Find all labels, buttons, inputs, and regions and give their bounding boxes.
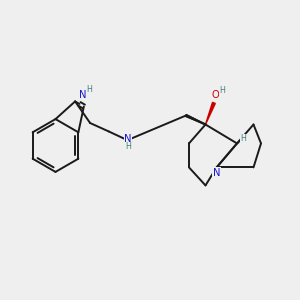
- Text: N: N: [213, 168, 220, 178]
- Polygon shape: [186, 115, 206, 124]
- Text: O: O: [212, 90, 219, 100]
- Text: H: H: [86, 85, 92, 94]
- Text: H: H: [241, 134, 247, 143]
- Polygon shape: [206, 102, 215, 124]
- Text: H: H: [219, 86, 225, 95]
- Text: N: N: [124, 134, 132, 144]
- Text: H: H: [126, 142, 131, 151]
- Text: N: N: [79, 90, 86, 100]
